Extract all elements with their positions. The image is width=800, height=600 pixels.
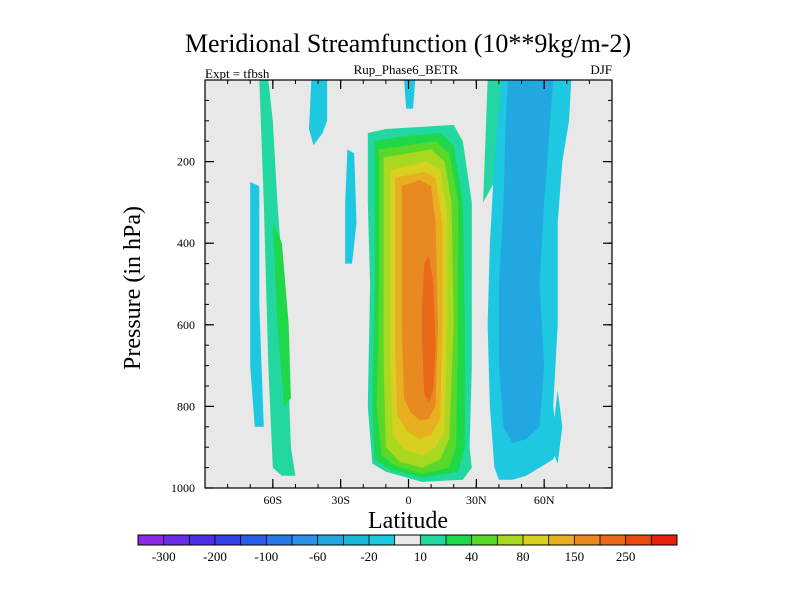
contour-region-17 [498, 80, 554, 444]
colorbar: -300 -200 -100 -60 -20 10 40 80 150 250 [137, 534, 678, 564]
colorbar-swatch [523, 535, 549, 545]
colorbar-swatch [446, 535, 472, 545]
colorbar-swatch [317, 535, 344, 545]
x-tick-label: 60S [263, 493, 282, 507]
colorbar-label: 10 [414, 549, 427, 564]
expt-label: Expt = tfbsh [205, 66, 270, 81]
colorbar-swatch [548, 535, 575, 545]
colorbar-swatch [138, 535, 164, 545]
colorbar-swatch [266, 535, 293, 545]
colorbar-label: -100 [254, 549, 278, 564]
x-tick-label: 0 [406, 493, 412, 507]
x-axis-label: Latitude [368, 508, 448, 534]
y-axis-label: Pressure (in hPa) [120, 206, 146, 370]
colorbar-label: 150 [565, 549, 585, 564]
colorbar-swatch [189, 535, 216, 545]
chart-subtitle: Rup_Phase6_BETR [354, 62, 459, 77]
x-tick-label: 30N [466, 493, 487, 507]
contour-region-18 [551, 390, 563, 464]
colorbar-label: 80 [517, 549, 530, 564]
colorbar-frame [137, 534, 678, 546]
colorbar-swatch [369, 535, 395, 545]
colorbar-label: -60 [309, 549, 326, 564]
colorbar-swatch [215, 535, 241, 545]
contour-region-6 [404, 80, 416, 109]
season-label: DJF [590, 62, 612, 77]
x-tick-label: 30S [331, 493, 350, 507]
colorbar-swatch [343, 535, 370, 545]
colorbar-swatch [651, 535, 678, 545]
y-tick-label: 1000 [171, 481, 195, 495]
colorbar-swatch [574, 535, 601, 545]
colorbar-swatch [625, 535, 652, 545]
axis-ticks: 60S 30S 0 30N 60N 200 400 600 800 1000 [171, 80, 613, 507]
colorbar-label: 250 [616, 549, 636, 564]
chart-title: Meridional Streamfunction (10**9kg/m-2) [185, 29, 631, 58]
contour-region-14 [422, 255, 436, 403]
colorbar-label: 40 [465, 549, 478, 564]
colorbar-swatch [394, 535, 421, 545]
y-tick-label: 800 [177, 399, 195, 413]
contour-region-5 [345, 149, 357, 264]
y-tick-label: 400 [177, 236, 195, 250]
x-tick-label: 60N [534, 493, 555, 507]
colorbar-label: -20 [360, 549, 377, 564]
colorbar-label: -300 [152, 549, 176, 564]
contour-region-1 [250, 182, 264, 427]
contour-region-3 [272, 222, 291, 407]
colorbar-swatch [600, 535, 626, 545]
colorbar-swatch [497, 535, 524, 545]
contour-region-4 [309, 80, 328, 146]
contour-regions [205, 80, 612, 488]
y-tick-label: 200 [177, 155, 195, 169]
colorbar-swatch [163, 535, 190, 545]
colorbar-swatch [292, 535, 318, 545]
colorbar-swatch [471, 535, 498, 545]
colorbar-swatch [240, 535, 267, 545]
colorbar-swatch [420, 535, 447, 545]
colorbar-label: -200 [203, 549, 227, 564]
y-tick-label: 600 [177, 318, 195, 332]
